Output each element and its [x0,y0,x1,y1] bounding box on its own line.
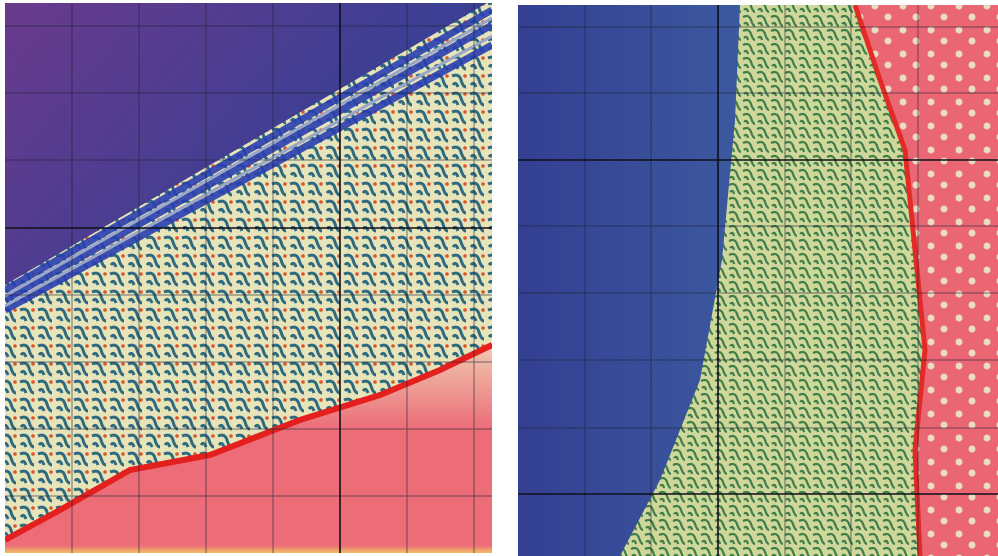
right-panel [518,5,998,556]
figure [0,0,998,556]
left-panel [5,0,492,556]
page [0,0,998,556]
